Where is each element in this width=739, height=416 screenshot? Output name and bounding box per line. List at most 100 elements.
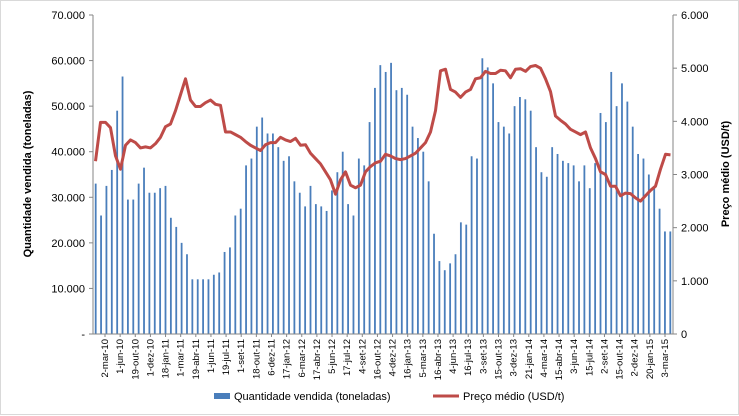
bar bbox=[486, 67, 489, 334]
x-tick-label: 5-jun-12 bbox=[327, 339, 338, 374]
bar bbox=[497, 122, 500, 334]
bar bbox=[594, 163, 597, 334]
bar bbox=[653, 188, 656, 334]
bar bbox=[438, 261, 441, 334]
x-tick-label: 21-jan-14 bbox=[524, 339, 535, 379]
bar bbox=[626, 101, 629, 334]
bar bbox=[459, 222, 462, 334]
bar bbox=[314, 204, 317, 334]
bar bbox=[352, 215, 355, 334]
bar bbox=[100, 215, 102, 334]
x-tick-label: 3-jun-14 bbox=[569, 339, 580, 374]
bar bbox=[406, 94, 409, 334]
bar bbox=[519, 97, 521, 334]
legend-label-line: Preço médio (USD/t) bbox=[463, 391, 564, 403]
bar bbox=[153, 192, 156, 334]
bar bbox=[325, 210, 328, 334]
x-tick-label: 15-abr-14 bbox=[554, 339, 565, 380]
bar bbox=[454, 254, 457, 334]
legend-swatch-bars bbox=[214, 393, 230, 399]
bar bbox=[400, 87, 403, 334]
bar bbox=[229, 247, 231, 334]
bar bbox=[94, 183, 97, 334]
x-tick-label: 17-jan-12 bbox=[282, 339, 293, 379]
x-tick-label: 18-out-11 bbox=[251, 339, 262, 379]
bar bbox=[513, 106, 516, 334]
x-tick-label: 16-out-12 bbox=[372, 339, 383, 380]
bar bbox=[492, 83, 494, 334]
x-tick-label: 1-dez-10 bbox=[145, 339, 156, 377]
bar bbox=[470, 156, 473, 334]
line-series-layer bbox=[94, 64, 671, 203]
bar bbox=[186, 254, 188, 334]
x-tick-label: 1-jun-10 bbox=[115, 339, 126, 374]
bar bbox=[637, 153, 639, 334]
right-axis-tick-labels: 0 1.000 2.000 3.000 4.000 5.000 6.000 bbox=[681, 10, 709, 341]
bar bbox=[250, 158, 253, 334]
x-tick-label: 17-jul-12 bbox=[342, 339, 353, 376]
bar bbox=[551, 147, 554, 334]
y-tick-label: 30.000 bbox=[51, 192, 85, 204]
bar bbox=[266, 133, 269, 334]
bar bbox=[588, 188, 591, 334]
bar bbox=[277, 147, 280, 334]
bar bbox=[239, 208, 242, 334]
bar bbox=[298, 192, 301, 334]
x-tick-label: 4-mar-14 bbox=[539, 339, 550, 378]
bar bbox=[261, 117, 264, 334]
bar bbox=[524, 99, 527, 334]
bar bbox=[664, 231, 666, 334]
x-tick-label: 17-abr-12 bbox=[312, 339, 323, 380]
y-tick-label: - bbox=[81, 329, 85, 341]
bar bbox=[132, 199, 135, 334]
bar bbox=[282, 160, 285, 334]
y2-axis-title: Preço médio (USD/t) bbox=[720, 120, 732, 227]
bar bbox=[180, 242, 183, 334]
bar bbox=[116, 110, 119, 334]
bar bbox=[529, 110, 532, 334]
legend-label-bars: Quantidade vendida (toneladas) bbox=[234, 391, 391, 403]
bar bbox=[137, 183, 140, 334]
x-tick-label: 6-dez-11 bbox=[266, 339, 277, 376]
bar bbox=[223, 251, 226, 334]
bar bbox=[304, 206, 307, 334]
bar bbox=[105, 185, 108, 334]
bar bbox=[288, 156, 290, 334]
bar bbox=[395, 90, 398, 334]
x-tick-label: 19-abr-11 bbox=[191, 339, 202, 380]
y-tick-label: 40.000 bbox=[51, 147, 85, 159]
bar bbox=[615, 106, 618, 334]
x-tick-label: 6-mar-12 bbox=[297, 339, 308, 378]
bar bbox=[631, 126, 634, 335]
x-tick-label: 1-set-11 bbox=[236, 339, 247, 373]
bar bbox=[658, 208, 661, 334]
y2-tick-label: 6.000 bbox=[681, 10, 709, 22]
bar bbox=[567, 163, 570, 334]
bar bbox=[379, 65, 382, 334]
bar bbox=[562, 160, 564, 334]
y2-tick-label: 5.000 bbox=[681, 63, 709, 75]
x-tick-label: 3-dez-13 bbox=[509, 339, 520, 377]
bar bbox=[164, 185, 167, 334]
bar bbox=[175, 226, 178, 334]
bar bbox=[368, 122, 371, 334]
x-tick-label: 20-jan-15 bbox=[645, 339, 656, 379]
x-tick-label: 1-mar-11 bbox=[176, 339, 187, 377]
bar bbox=[293, 181, 296, 334]
bar bbox=[556, 153, 559, 334]
bar bbox=[309, 185, 312, 334]
bar bbox=[121, 76, 124, 335]
bar bbox=[540, 172, 543, 334]
bar bbox=[202, 279, 204, 334]
bar bbox=[535, 147, 537, 334]
bar bbox=[422, 151, 425, 334]
bar bbox=[374, 87, 376, 334]
bar bbox=[320, 206, 323, 334]
left-axis-tick-labels: - 10.000 20.000 30.000 40.000 50.000 60.000 70.… bbox=[51, 10, 85, 341]
x-tick-label: 3-set-13 bbox=[478, 339, 489, 374]
bar bbox=[347, 204, 349, 334]
bar bbox=[481, 58, 484, 334]
x-tick-label: 2-mar-10 bbox=[100, 339, 111, 378]
legend: Quantidade vendida (toneladas) Preço méd… bbox=[214, 391, 564, 403]
